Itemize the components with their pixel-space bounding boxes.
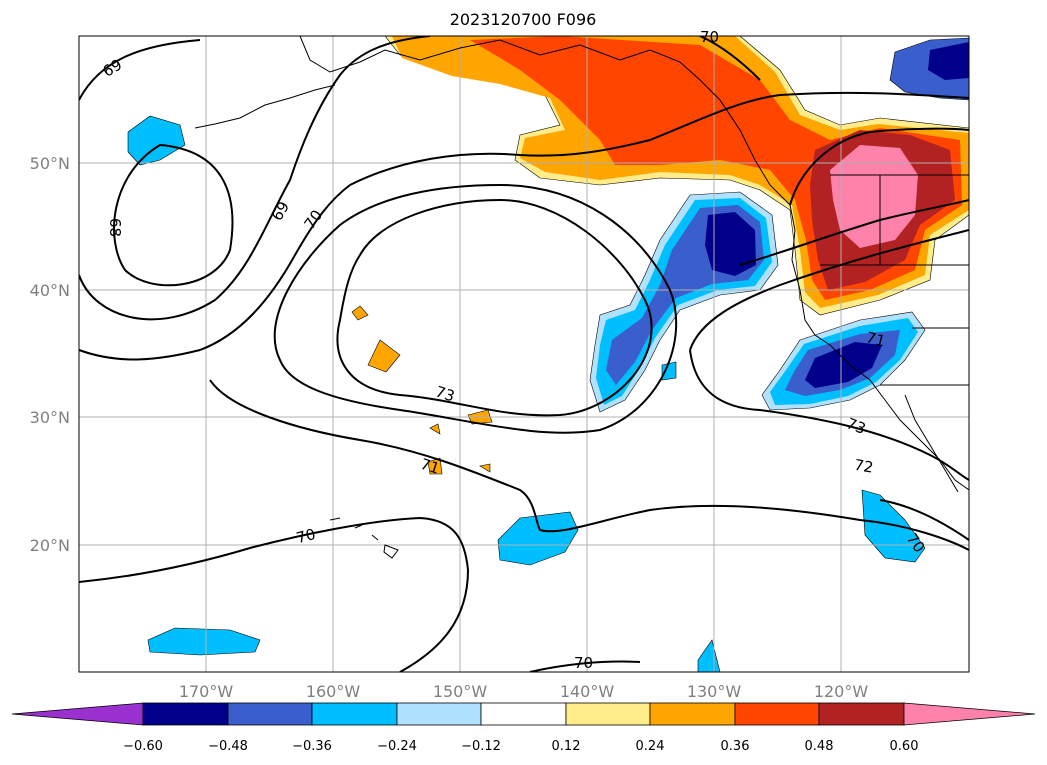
colorbar-tick-label: −0.48	[208, 739, 248, 754]
colorbar-tick-label: 0.24	[636, 739, 665, 754]
contour-label: 73	[433, 382, 457, 405]
contour-69-outer	[79, 36, 431, 321]
alaska-coast	[299, 36, 791, 206]
positive-anomaly-small-1	[367, 339, 401, 373]
contour-71-north	[699, 36, 761, 81]
positive-anomaly-small-6	[479, 463, 491, 473]
contour-label: 71	[418, 455, 442, 478]
positive-anomaly-small-2	[351, 305, 369, 321]
contour-72	[79, 516, 470, 672]
contour-label: 72	[853, 456, 875, 477]
contour-70-south	[529, 660, 641, 672]
colorbar-segment	[818, 702, 905, 726]
colorbar	[11, 702, 1036, 726]
negative-anomaly-west	[127, 115, 186, 166]
negative-anomaly-central-navy	[705, 212, 756, 276]
aleutian-chain	[194, 84, 336, 129]
colorbar-segment	[565, 702, 651, 726]
colorbar-segment	[142, 702, 229, 726]
figure-title: 2023120700 F096	[450, 10, 597, 29]
baja-coast	[904, 394, 959, 493]
positive-anomaly-north-pink	[830, 145, 918, 248]
colorbar-extend-low	[11, 702, 144, 726]
contour-72-inner	[273, 183, 678, 434]
colorbar-tick-label: −0.12	[461, 739, 501, 754]
colorbar-segment	[311, 702, 398, 726]
negative-anomaly-hawaii-ne	[497, 511, 579, 566]
negative-anomaly-small-1	[661, 361, 677, 381]
contour-label: 70	[294, 525, 317, 547]
lat-labels: 50°N 40°N 30°N 20°N	[30, 154, 70, 555]
contour-73-closed	[336, 198, 653, 417]
colorbar-tick-label: −0.36	[292, 739, 332, 754]
contour-69-north	[79, 39, 201, 101]
colorbar-segment	[734, 702, 820, 726]
negative-anomaly-south	[147, 627, 261, 656]
negative-anomaly-northeast-navy	[928, 42, 969, 80]
colorbar-segment	[649, 702, 736, 726]
lon-label: 130°W	[687, 682, 742, 701]
colorbar-extend-high	[903, 702, 1036, 726]
plot-area	[79, 36, 969, 672]
north-america-west-coast	[789, 204, 969, 491]
contour-71	[209, 379, 969, 551]
colorbar-ticks: −0.60 −0.48 −0.36 −0.24 −0.12 0.12 0.24 …	[123, 739, 918, 754]
lon-label: 150°W	[433, 682, 488, 701]
negative-anomaly-california-navy	[805, 342, 882, 388]
height-contours	[79, 36, 969, 672]
lon-label: 160°W	[306, 682, 361, 701]
contour-72-east	[689, 229, 969, 481]
hawaii-islands	[329, 517, 399, 559]
colorbar-segment	[396, 702, 482, 726]
colorbar-tick-label: 0.48	[805, 739, 834, 754]
colorbar-segment	[227, 702, 313, 726]
lon-label: 170°W	[179, 682, 234, 701]
contour-label: 71	[864, 328, 887, 350]
contour-70-southeast	[879, 499, 969, 541]
plot-frame	[78, 35, 970, 673]
colorbar-tick-label: 0.60	[890, 739, 919, 754]
colorbar-tick-label: −0.60	[123, 739, 163, 754]
contour-label: 70	[700, 28, 719, 46]
positive-anomaly-small-4	[429, 423, 441, 435]
contour-ridge	[789, 127, 969, 206]
contour-label: 68	[106, 218, 124, 237]
contour-label: 70	[574, 654, 593, 672]
colorbar-tick-label: 0.36	[721, 739, 750, 754]
contour-68-closed	[113, 143, 234, 287]
lat-label: 50°N	[30, 154, 70, 173]
colorbar-segment	[480, 702, 567, 726]
colorbar-tick-label: 0.12	[552, 739, 581, 754]
contour-73-east	[739, 199, 969, 266]
lat-label: 40°N	[30, 281, 70, 300]
contour-70	[79, 91, 969, 361]
coastlines	[194, 36, 969, 559]
lat-label: 30°N	[30, 408, 70, 427]
lon-labels: 170°W 160°W 150°W 140°W 130°W 120°W	[179, 682, 869, 701]
shaded-field	[127, 36, 969, 672]
contour-label: 73	[844, 414, 868, 438]
lat-label: 20°N	[30, 536, 70, 555]
lon-label: 120°W	[814, 682, 869, 701]
lon-label: 140°W	[560, 682, 615, 701]
colorbar-tick-label: −0.24	[377, 739, 417, 754]
